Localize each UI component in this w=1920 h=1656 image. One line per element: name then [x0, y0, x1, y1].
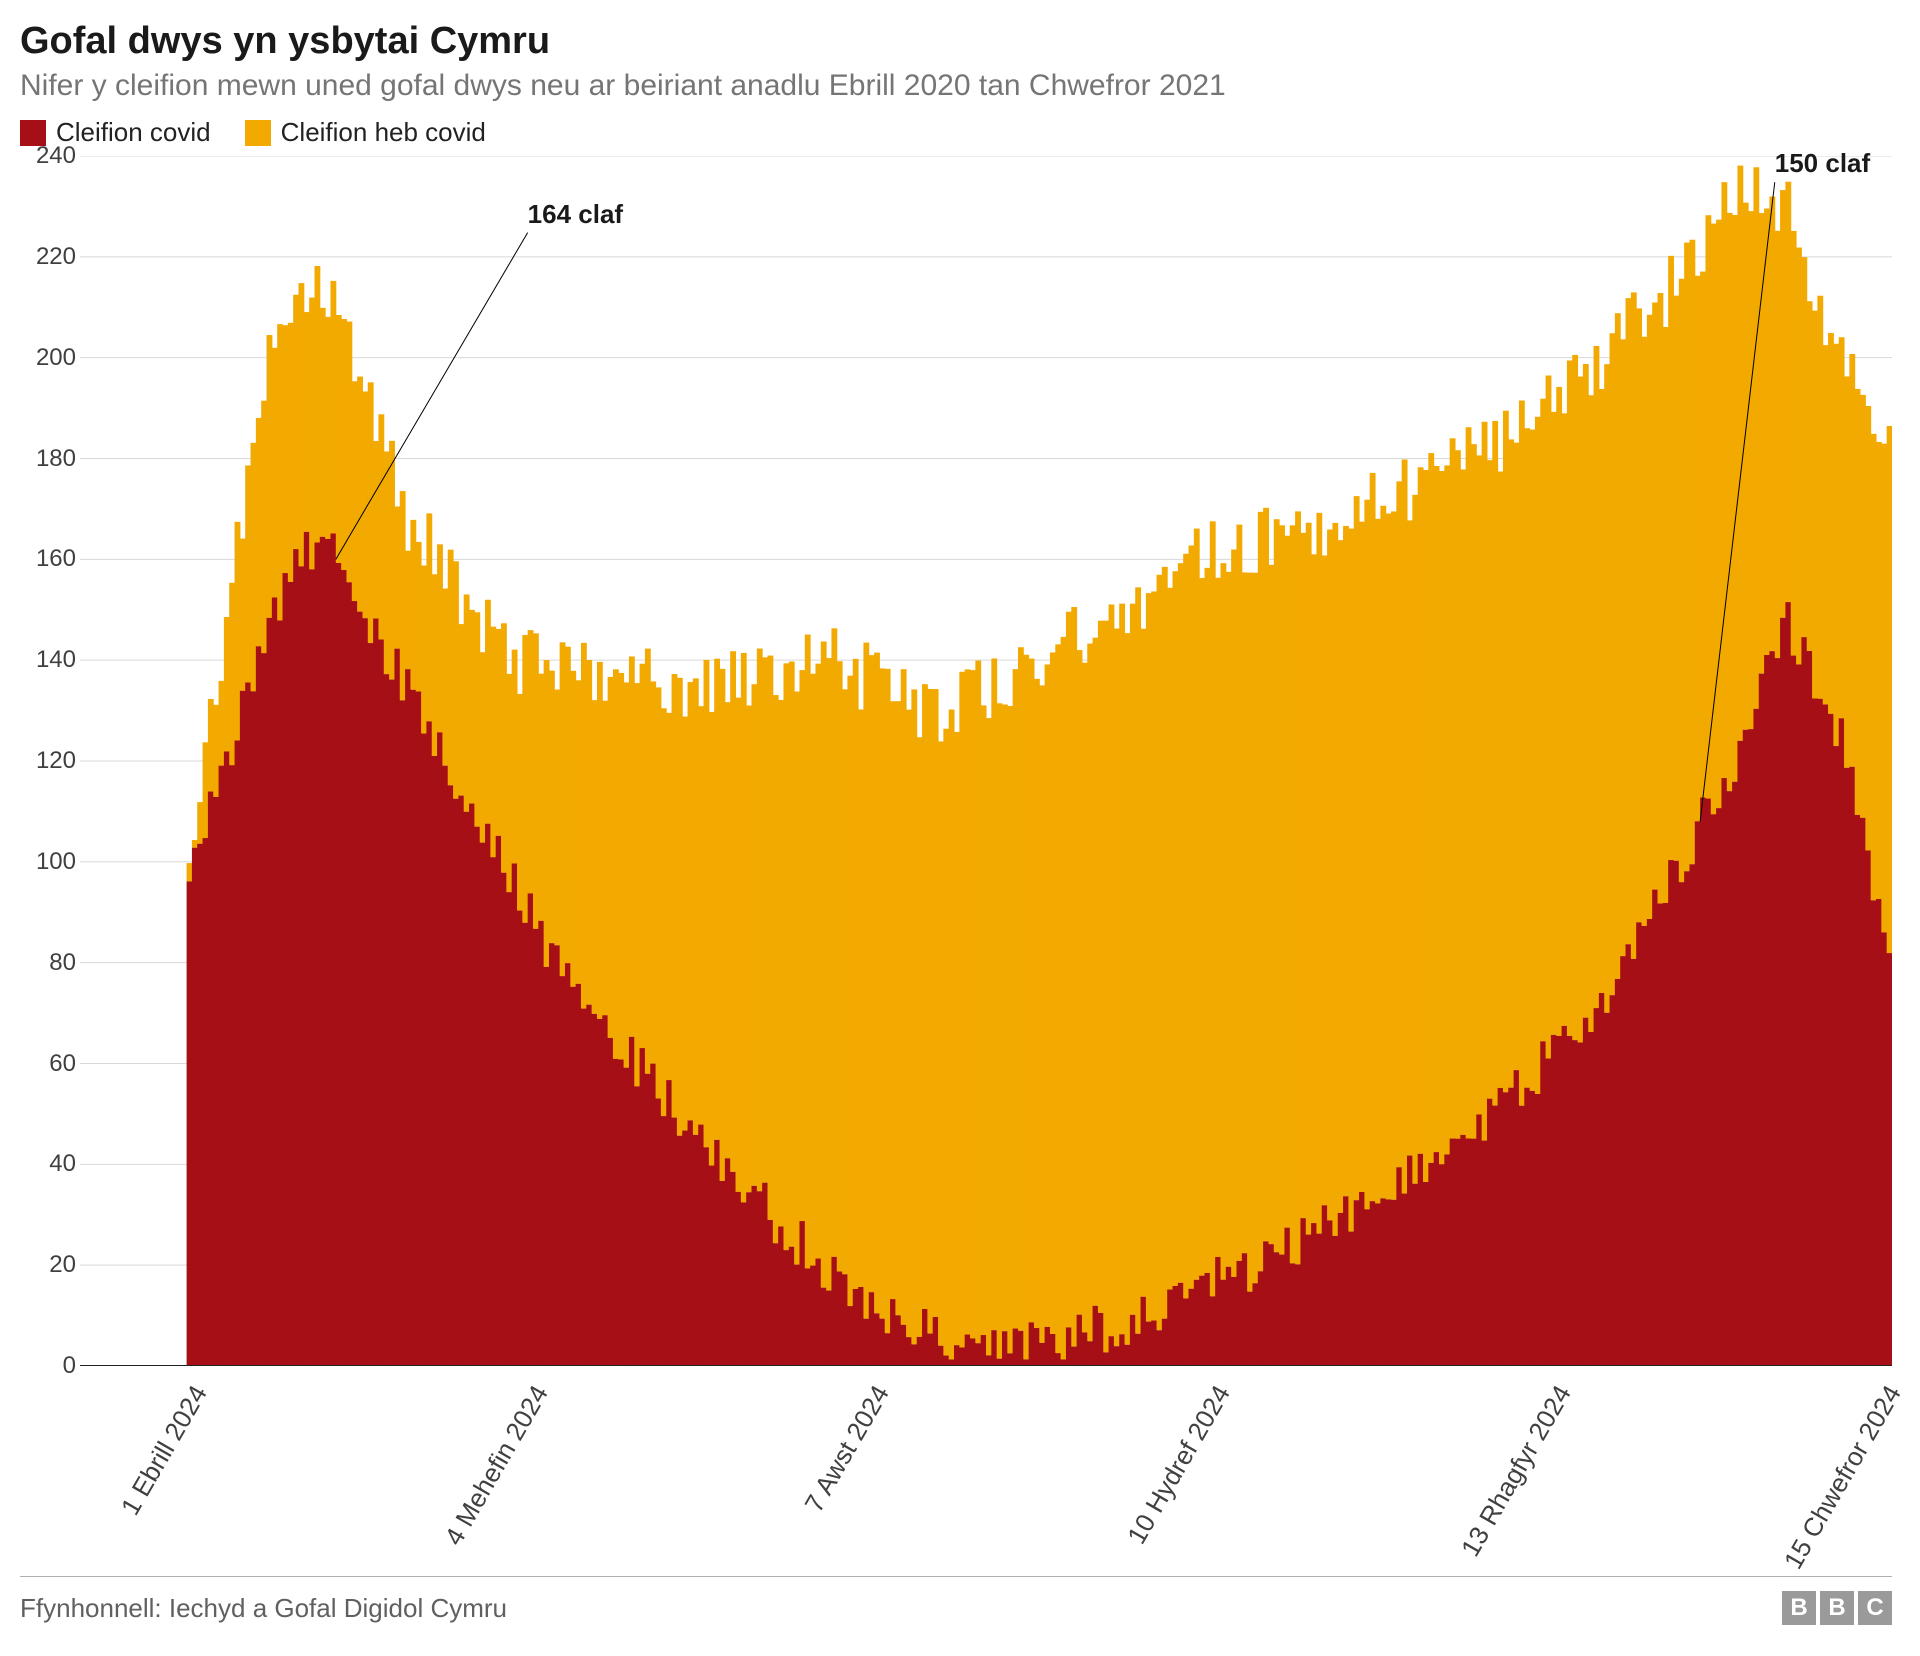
y-tick-label: 60	[49, 1050, 76, 1078]
x-tick-label: 13 Rhagfyr 2024	[1455, 1380, 1578, 1562]
x-tick-label: 15 Chwefror 2024	[1778, 1380, 1908, 1574]
y-tick-label: 120	[36, 747, 76, 775]
legend-label-noncovid: Cleifion heb covid	[281, 117, 486, 148]
y-tick-label: 40	[49, 1150, 76, 1178]
legend-swatch-noncovid	[245, 120, 271, 146]
y-tick-label: 220	[36, 243, 76, 271]
x-axis-labels: 1 Ebrill 2024 4 Mehefin 2024 7 Awst 2024 10…	[80, 1366, 1892, 1576]
y-tick-label: 240	[36, 142, 76, 170]
legend: Cleifion covid Cleifion heb covid	[20, 117, 1892, 148]
bbc-logo-b1: B	[1782, 1591, 1816, 1625]
plot-area: 164 claf150 claf	[80, 156, 1892, 1366]
bbc-logo-c: C	[1858, 1591, 1892, 1625]
x-tick-label: 10 Hydref 2024	[1121, 1380, 1237, 1549]
x-tick-label: 1 Ebrill 2024	[114, 1380, 213, 1521]
annotation-label: 150 claf	[1775, 148, 1870, 179]
chart-svg	[80, 156, 1892, 1366]
chart-container: Gofal dwys yn ysbytai Cymru Nifer y clei…	[0, 0, 1920, 1656]
y-tick-label: 200	[36, 344, 76, 372]
legend-item-noncovid: Cleifion heb covid	[245, 117, 486, 148]
legend-label-covid: Cleifion covid	[56, 117, 211, 148]
source-text: Ffynhonnell: Iechyd a Gofal Digidol Cymr…	[20, 1593, 507, 1624]
y-tick-label: 0	[63, 1352, 76, 1380]
y-axis-labels: 020406080100120140160180200220240	[20, 156, 80, 1366]
y-tick-label: 180	[36, 445, 76, 473]
plot-zone: 020406080100120140160180200220240 164 cl…	[20, 156, 1892, 1366]
bbc-logo-b2: B	[1820, 1591, 1854, 1625]
chart-footer: Ffynhonnell: Iechyd a Gofal Digidol Cymr…	[20, 1576, 1892, 1625]
chart-subtitle: Nifer y cleifion mewn uned gofal dwys ne…	[20, 69, 1892, 103]
y-tick-label: 100	[36, 848, 76, 876]
x-tick-label: 4 Mehefin 2024	[438, 1380, 554, 1551]
chart-title: Gofal dwys yn ysbytai Cymru	[20, 20, 1892, 63]
y-tick-label: 20	[49, 1251, 76, 1279]
y-tick-label: 140	[36, 646, 76, 674]
y-tick-label: 80	[49, 949, 76, 977]
y-tick-label: 160	[36, 545, 76, 573]
bbc-logo: B B C	[1782, 1591, 1892, 1625]
x-tick-label: 7 Awst 2024	[798, 1380, 895, 1518]
annotation-label: 164 claf	[528, 199, 623, 230]
